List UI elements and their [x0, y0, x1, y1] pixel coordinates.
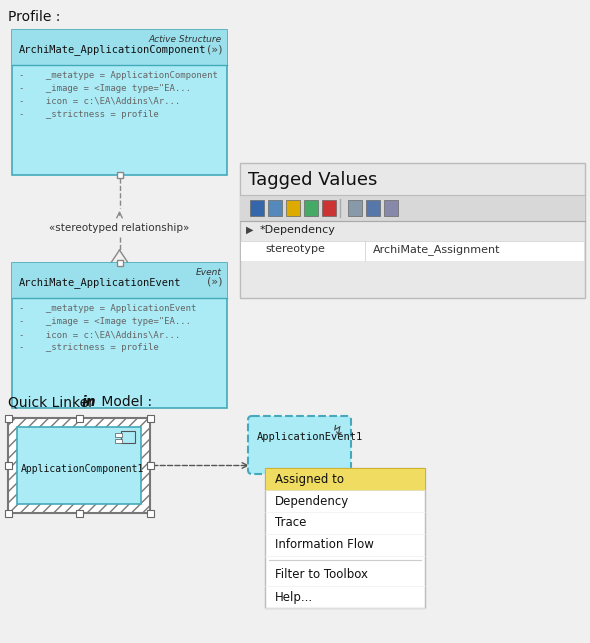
Bar	[76, 509, 83, 516]
Bar	[146, 509, 153, 516]
Bar	[12, 263, 227, 298]
Text: -    _metatype = ApplicationComponent: - _metatype = ApplicationComponent	[19, 71, 218, 80]
Text: Event: Event	[196, 268, 222, 277]
Bar	[304, 200, 318, 216]
Bar	[366, 200, 380, 216]
Bar	[12, 30, 227, 175]
Text: Dependency: Dependency	[275, 494, 349, 507]
Text: Tagged Values: Tagged Values	[248, 171, 378, 189]
Bar	[115, 439, 122, 443]
Bar	[116, 260, 123, 266]
Bar	[5, 415, 11, 422]
Text: ArchiMate_ApplicationEvent: ArchiMate_ApplicationEvent	[19, 277, 182, 288]
Text: stereotype: stereotype	[265, 244, 325, 254]
Text: -    _strictness = profile: - _strictness = profile	[19, 343, 159, 352]
Bar	[250, 200, 264, 216]
Text: ArchiMate_ApplicationComponent: ArchiMate_ApplicationComponent	[19, 44, 206, 55]
Bar	[240, 195, 585, 221]
Text: ▶: ▶	[246, 225, 254, 235]
Bar	[17, 427, 141, 504]
Bar	[12, 30, 227, 65]
Text: -    _strictness = profile: - _strictness = profile	[19, 110, 159, 119]
Text: Filter to Toolbox: Filter to Toolbox	[275, 568, 368, 581]
Bar	[265, 468, 425, 608]
Bar	[5, 462, 11, 469]
Text: Profile :: Profile :	[8, 10, 60, 24]
Text: «stereotyped relationship»: «stereotyped relationship»	[50, 223, 190, 233]
Bar	[241, 241, 584, 261]
Bar	[240, 163, 585, 298]
Text: -    _metatype = ApplicationEvent: - _metatype = ApplicationEvent	[19, 304, 196, 313]
Text: -    _image = <Image type="EA...: - _image = <Image type="EA...	[19, 84, 191, 93]
Bar	[5, 509, 11, 516]
Text: Active Structure: Active Structure	[149, 35, 222, 44]
Text: (»): (»)	[206, 277, 222, 287]
Text: -    _image = <Image type="EA...: - _image = <Image type="EA...	[19, 317, 191, 326]
Bar	[146, 415, 153, 422]
Text: ApplicationEvent1: ApplicationEvent1	[257, 432, 363, 442]
Bar	[121, 431, 135, 443]
Text: ArchiMate_Assignment: ArchiMate_Assignment	[373, 244, 500, 255]
Bar	[384, 200, 398, 216]
Bar	[268, 200, 282, 216]
Text: Information Flow: Information Flow	[275, 538, 374, 552]
Bar	[348, 200, 362, 216]
Bar	[116, 172, 123, 178]
Text: -    icon = c:\EA\Addins\Ar...: - icon = c:\EA\Addins\Ar...	[19, 330, 181, 339]
Text: Help...: Help...	[275, 590, 313, 604]
Text: ApplicationComponent1: ApplicationComponent1	[21, 464, 145, 475]
Text: (»): (»)	[206, 44, 222, 54]
Bar	[322, 200, 336, 216]
Text: *Dependency: *Dependency	[260, 225, 336, 235]
Text: Quick Linker: Quick Linker	[8, 395, 99, 409]
Bar	[265, 468, 425, 490]
Bar	[8, 418, 150, 513]
Bar	[286, 200, 300, 216]
Bar	[12, 263, 227, 408]
FancyBboxPatch shape	[248, 416, 351, 474]
Bar	[115, 433, 122, 437]
Text: Model :: Model :	[97, 395, 152, 409]
Text: ↯: ↯	[332, 424, 344, 438]
Text: Trace: Trace	[275, 516, 306, 529]
Text: Assigned to: Assigned to	[275, 473, 344, 485]
Bar	[146, 462, 153, 469]
Bar	[76, 415, 83, 422]
Text: in: in	[82, 395, 97, 409]
Text: -    icon = c:\EA\Addins\Ar...: - icon = c:\EA\Addins\Ar...	[19, 97, 181, 106]
